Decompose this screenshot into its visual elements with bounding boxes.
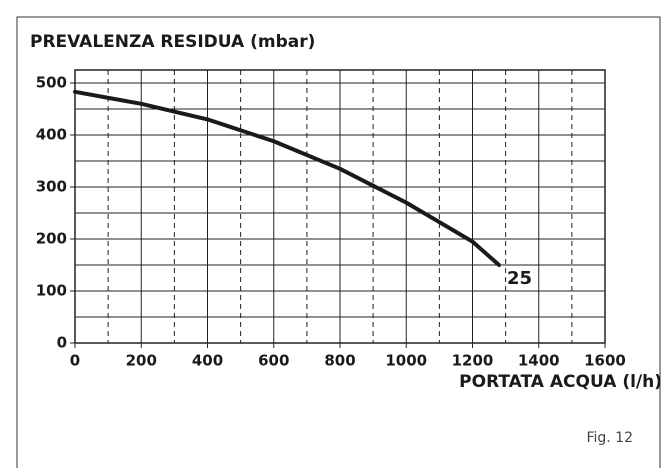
x-tick-label: 200 (126, 352, 157, 370)
y-tick-label: 200 (36, 230, 67, 248)
y-tick-label: 400 (36, 126, 67, 144)
chart-title: PREVALENZA RESIDUA (mbar) (30, 32, 315, 52)
x-tick-label: 1400 (518, 352, 560, 370)
curve (73, 89, 501, 267)
x-tick-label: 1200 (452, 352, 494, 370)
x-tick-label: 0 (70, 352, 80, 370)
x-tick-label: 800 (324, 352, 355, 370)
y-tick-label: 500 (36, 74, 67, 92)
series-label: 25 (507, 268, 532, 289)
x-tick-label: 1600 (584, 352, 626, 370)
x-tick-label: 400 (192, 352, 223, 370)
y-tick-label: 300 (36, 178, 67, 196)
frame (16, 16, 661, 468)
x-tick-label: 1000 (385, 352, 427, 370)
y-tick-label: 0 (57, 334, 67, 352)
y-tick-label: 100 (36, 282, 67, 300)
x-tick-label: 600 (258, 352, 289, 370)
plot-border (74, 69, 606, 344)
figure-label: Fig. 12 (586, 430, 633, 446)
x-axis-label: PORTATA ACQUA (l/h) (459, 372, 662, 392)
